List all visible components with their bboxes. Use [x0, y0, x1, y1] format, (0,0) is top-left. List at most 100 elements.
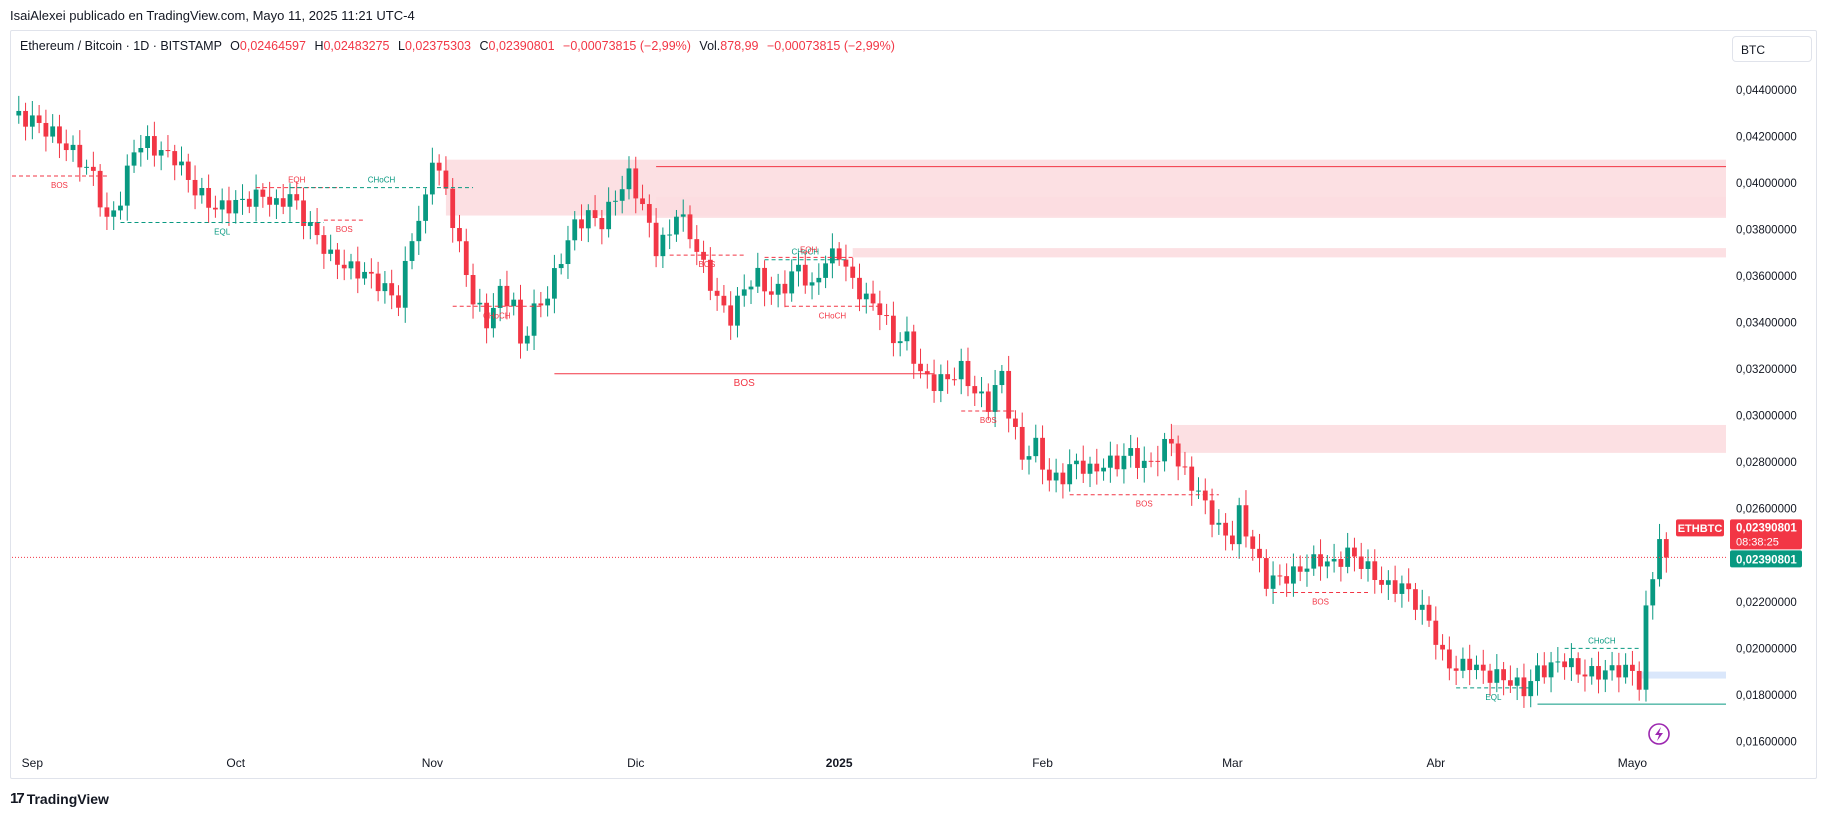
- x-tick-label: Oct: [226, 756, 245, 770]
- candle-body: [1074, 460, 1079, 465]
- candle-body: [518, 299, 523, 344]
- candle-body: [1257, 548, 1262, 559]
- candle-body: [457, 228, 462, 242]
- candle-body: [219, 200, 225, 210]
- candle-body: [1284, 576, 1290, 584]
- candle-body: [1365, 561, 1371, 569]
- candle-body: [836, 248, 842, 260]
- candle-body: [721, 295, 727, 306]
- candle-body: [423, 194, 428, 221]
- candle-body: [579, 219, 584, 229]
- candle-body: [84, 166, 89, 168]
- candle-body: [124, 165, 130, 206]
- y-tick-label: 0,04000000: [1736, 178, 1797, 190]
- candle-body: [50, 126, 56, 137]
- candle-body: [307, 222, 313, 226]
- candle-body: [463, 241, 469, 276]
- candle-body: [382, 283, 388, 292]
- candle-body: [1107, 455, 1113, 468]
- candle-body: [768, 291, 774, 295]
- candle-body: [1596, 666, 1601, 680]
- candle-body: [362, 271, 367, 279]
- candle-body: [701, 251, 706, 260]
- candle-body: [829, 248, 835, 264]
- candle-body: [151, 136, 157, 156]
- candle-body: [1135, 448, 1140, 468]
- candle-body: [185, 161, 191, 180]
- candle-body: [1352, 547, 1357, 557]
- legend-low-label: L: [398, 39, 405, 53]
- candle-body: [226, 200, 232, 214]
- candle-body: [985, 391, 991, 412]
- candle-body: [1507, 680, 1513, 686]
- candle-body: [857, 277, 862, 300]
- candle-body: [348, 261, 354, 269]
- footer-logo[interactable]: 17 TradingView: [10, 790, 109, 807]
- candle-body: [782, 283, 788, 294]
- candle-body: [1148, 460, 1154, 462]
- demand-zone-4: [1639, 671, 1726, 679]
- candle-body: [606, 201, 612, 230]
- y-tick-label: 0,04200000: [1736, 131, 1797, 143]
- candle-body: [199, 187, 205, 196]
- candle-body: [1155, 460, 1161, 462]
- candle-body: [911, 331, 917, 364]
- candle-body: [524, 335, 530, 344]
- candle-body: [1535, 665, 1540, 682]
- candle-body: [1094, 463, 1100, 472]
- candle-body: [314, 222, 320, 236]
- candle-body: [504, 285, 510, 307]
- y-tick-label: 0,03800000: [1736, 224, 1797, 236]
- candle-body: [260, 189, 266, 197]
- candle-body: [1311, 554, 1317, 569]
- y-tick-label: 0,03200000: [1736, 364, 1797, 376]
- legend-vol-label: Vol.: [699, 39, 721, 53]
- candle-body: [145, 136, 150, 148]
- candle-body: [816, 277, 822, 283]
- currency-button[interactable]: BTC: [1732, 36, 1812, 62]
- x-tick-label: Feb: [1032, 756, 1053, 770]
- level-label-choch: CHoCH: [791, 248, 819, 257]
- candle-body: [667, 234, 673, 236]
- legend-open-value: 0,02464597: [239, 39, 306, 53]
- candle-body: [789, 271, 795, 294]
- candle-body: [931, 374, 937, 392]
- candle-body: [375, 273, 381, 292]
- candle-body: [1080, 460, 1086, 474]
- candle-body: [1250, 536, 1256, 549]
- supply-zone-2: [852, 248, 1726, 258]
- candle-body: [1141, 460, 1147, 468]
- candle-body: [402, 260, 408, 308]
- candle-body: [1453, 668, 1459, 671]
- candle-body: [1128, 448, 1134, 456]
- candle-body: [1501, 669, 1506, 681]
- candle-body: [1236, 505, 1242, 545]
- candle-body: [585, 210, 591, 229]
- symbol-tag: [1676, 519, 1724, 537]
- candle-body: [138, 147, 144, 153]
- y-tick-label: 0,02600000: [1736, 504, 1797, 516]
- y-tick-label: 0,02800000: [1736, 457, 1797, 469]
- candle-body: [497, 285, 503, 308]
- candle-body: [484, 302, 489, 329]
- candle-body: [1460, 658, 1466, 671]
- candle-body: [470, 275, 476, 305]
- candle-body: [429, 162, 435, 195]
- y-tick-label: 0,04400000: [1736, 85, 1797, 97]
- candle-body: [1399, 583, 1405, 594]
- candle-body: [1216, 522, 1222, 525]
- legend-symbol[interactable]: Ethereum / Bitcoin · 1D · BITSTAMP: [20, 39, 222, 53]
- candle-body: [592, 210, 598, 219]
- candle-body: [206, 187, 212, 208]
- candle-body: [1630, 664, 1635, 671]
- candle-body: [958, 360, 964, 380]
- chart-frame[interactable]: [10, 30, 1817, 779]
- candle-body: [63, 143, 69, 151]
- candle-body: [1385, 580, 1391, 585]
- candle-body: [253, 189, 259, 207]
- candle-body: [1060, 472, 1066, 485]
- lightning-icon[interactable]: [1648, 723, 1670, 745]
- candle-body: [531, 303, 537, 336]
- legend-change: −0,00073815 (−2,99%): [563, 39, 691, 53]
